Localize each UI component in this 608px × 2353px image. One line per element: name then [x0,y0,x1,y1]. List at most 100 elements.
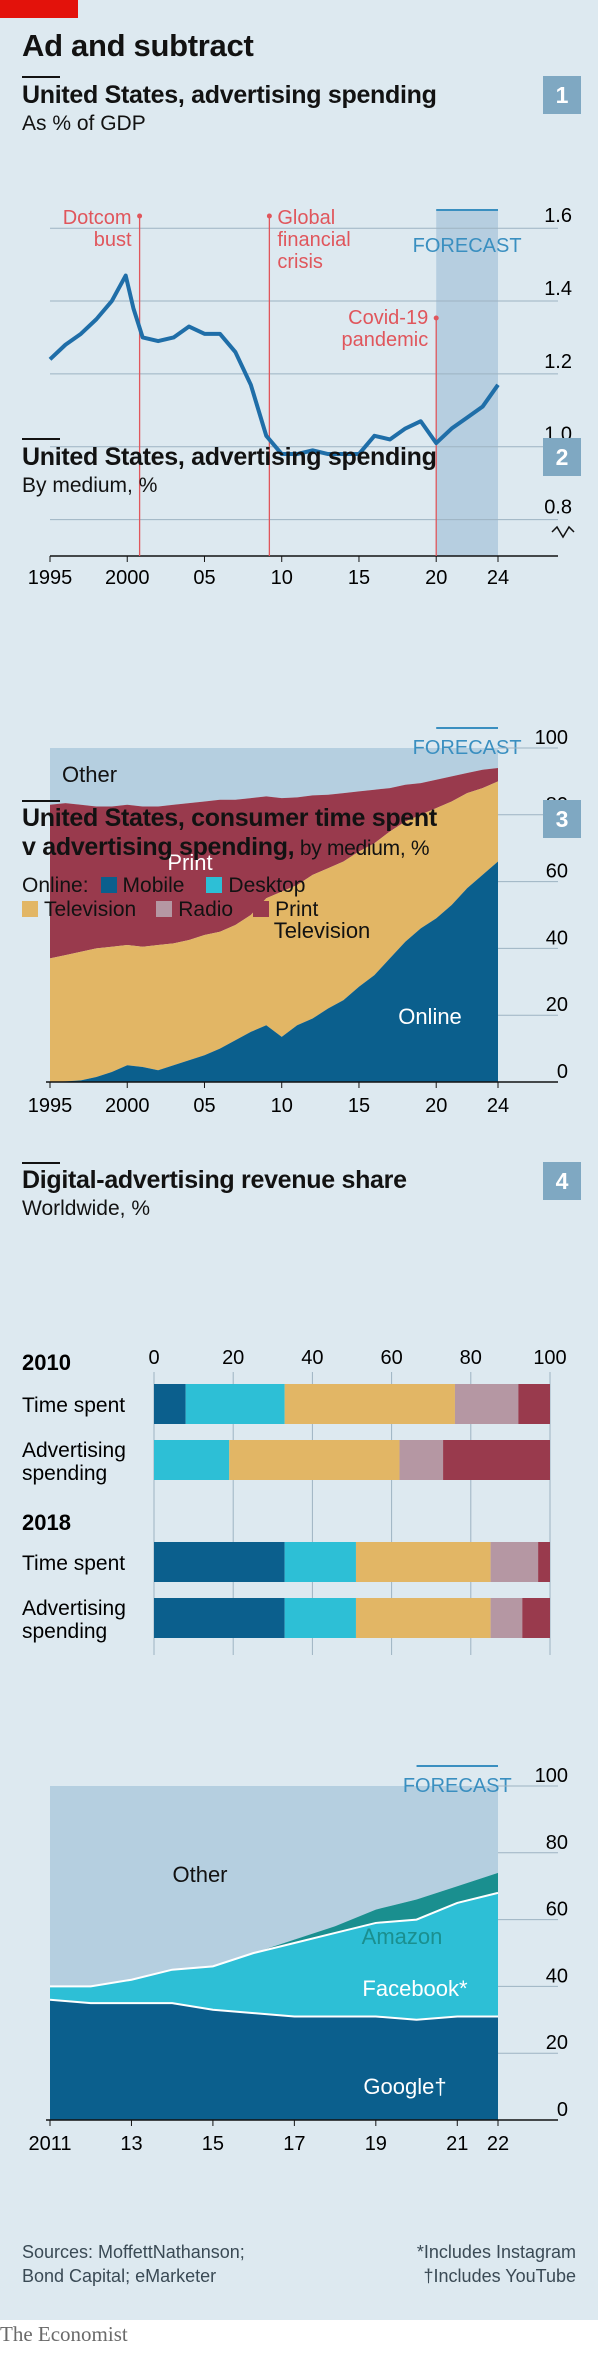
legend-desktop-swatch [206,877,223,893]
bar-segment-radio [399,1440,444,1480]
y-tick-label: 0 [557,2099,568,2121]
y-tick-label: 1.4 [544,278,572,300]
panel-2-subtitle: By medium, % [22,474,158,497]
x-tick-label: 2000 [105,567,150,589]
x-tick-label: 10 [271,1095,293,1117]
x-tick-label: 20 [425,1095,447,1117]
brand-red-bar [0,0,78,18]
legend-mobile-swatch [100,877,117,893]
panel-3-legend-row-2: Television Radio Print [10,898,318,922]
series-label: Other [62,762,117,787]
series-label: Facebook* [362,1976,468,2001]
x-tick-label: 1995 [28,567,73,589]
panel-2-rule [22,438,60,440]
forecast-label: FORECAST [413,235,522,257]
legend-television-swatch [22,901,38,917]
bar-segment-radio [490,1598,523,1638]
panel-2-title: United States, advertising spending [22,443,437,471]
row-label: Advertising [22,1439,126,1462]
row-label: Time spent [22,1552,125,1575]
forecast-label: FORECAST [413,737,522,759]
x-tick-label: 17 [283,2133,305,2155]
area-google [50,1999,498,2120]
bar-segment-mobile [154,1598,285,1638]
legend-television: Television [44,898,137,921]
x-tick-label: 21 [446,2133,468,2155]
chart-card: Ad and subtract United States, advertisi… [0,0,598,2320]
panel-3-rule [22,800,60,802]
series-label: Amazon [362,1924,443,1949]
x-tick-label: 15 [348,1095,370,1117]
panel-2-number: 2 [543,438,581,476]
annotation-dot [266,213,272,219]
x-tick-label: 24 [487,567,509,589]
sources-line-2: Bond Capital; eMarketer [22,2266,217,2286]
legend-radio-swatch [156,901,173,917]
x-tick-label: 24 [487,1095,509,1117]
series-label: Online [398,1004,462,1029]
x-tick-label: 40 [301,1347,323,1369]
panel-3-number: 3 [543,800,581,838]
x-tick-label: 20 [425,567,447,589]
series-separator-line [49,1998,498,2021]
sources: Sources: MoffettNathanson; Bond Capital;… [22,2240,245,2288]
bar-segment-desktop [284,1598,356,1638]
panel-1-number: 1 [543,76,581,114]
row-label: spending [22,1620,107,1643]
legend-print-swatch [253,901,270,917]
bar-segment-print [443,1440,550,1480]
x-tick-label: 60 [380,1347,402,1369]
x-tick-label: 05 [193,1095,215,1117]
legend-radio: Radio [178,898,234,921]
y-tick-label: 20 [546,2032,568,2054]
panel-3-title-line2: v advertising spending, by medium, % [22,832,430,864]
area-facebook [50,1892,498,2020]
series-line [48,273,500,457]
x-tick-label: 22 [487,2133,509,2155]
bar-segment-radio [490,1542,539,1582]
y-tick-label: 100 [535,1765,568,1787]
x-tick-label: 20 [222,1347,244,1369]
forecast-band [436,210,498,556]
x-tick-label: 1995 [28,1095,73,1117]
area-other [50,1786,498,1987]
bar-segment-television [355,1598,491,1638]
bar-segment-mobile [154,1384,186,1424]
panel-3-title-line1: United States, consumer time spent [22,804,437,832]
panel-4-title: Digital-advertising revenue share [22,1166,407,1194]
panel-1-rule [22,76,60,78]
footnotes: *Includes Instagram †Includes YouTube [417,2240,576,2288]
legend-online-label: Online: [22,874,89,897]
group-year: 2010 [22,1350,71,1375]
x-tick-label: 0 [148,1347,159,1369]
x-tick-label: 100 [533,1347,566,1369]
row-label: Time spent [22,1394,125,1417]
panel-3-legend-row-1: Online: Mobile Desktop [22,874,305,898]
row-label: spending [22,1462,107,1485]
panel-4-subtitle: Worldwide, % [22,1197,150,1220]
x-tick-label: 15 [348,567,370,589]
annotation-label: Covid-19 [348,307,428,329]
y-tick-label: 0.8 [544,497,572,519]
y-tick-label: 60 [546,861,568,883]
series-label: Print [167,850,212,875]
y-tick-label: 100 [535,727,568,749]
annotation-dot [433,315,439,321]
panel-1-title: United States, advertising spending [22,81,437,109]
bar-segment-desktop [284,1542,356,1582]
y-tick-label: 1.2 [544,351,572,373]
annotation-dot [137,213,143,219]
annotation-label: pandemic [341,329,428,351]
x-tick-label: 05 [193,567,215,589]
x-tick-label: 2011 [28,2133,71,2155]
y-tick-label: 40 [546,927,568,949]
bar-segment-print [538,1542,550,1582]
sources-line-1: Sources: MoffettNathanson; [22,2242,245,2262]
annotation-label: Dotcom [63,207,132,229]
headline: Ad and subtract [22,28,254,63]
footnote-2: †Includes YouTube [423,2266,576,2286]
legend-print: Print [275,898,319,921]
series-label: Other [172,1862,227,1887]
